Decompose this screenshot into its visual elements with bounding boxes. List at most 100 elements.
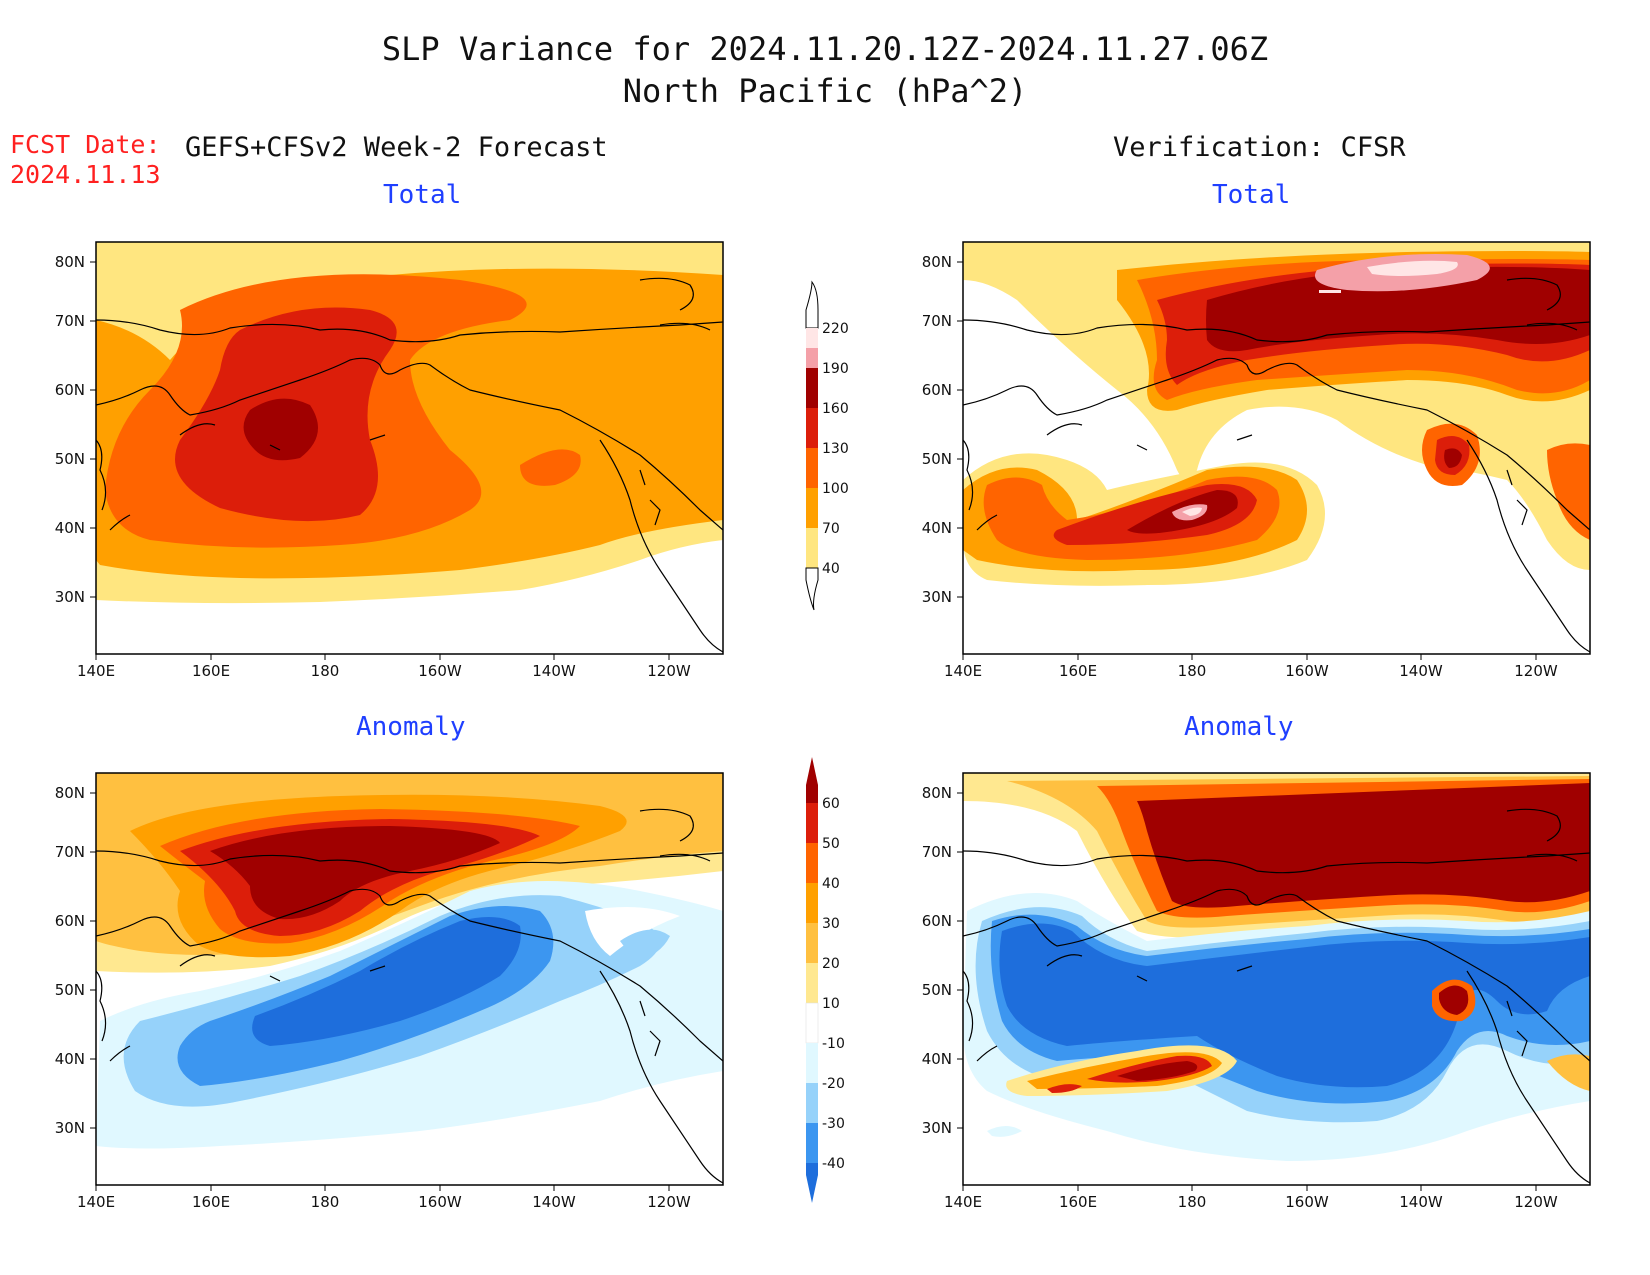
colorbar-swatch — [806, 408, 818, 448]
colorbar-swatch — [806, 923, 818, 963]
map-frame — [95, 772, 724, 1186]
colorbar-swatch — [806, 488, 818, 528]
chart-title: SLP Variance for 2024.11.20.12Z-2024.11.… — [381, 30, 1269, 68]
colorbar-label: 10 — [822, 996, 840, 1012]
lat-tick-label: 40N — [922, 1050, 952, 1068]
colorbar-swatch — [806, 1123, 818, 1163]
colorbar-label: -30 — [822, 1116, 845, 1132]
lon-axis: 140E 160E 180 160W 140W 120W — [944, 654, 1558, 680]
colorbar-swatch — [806, 528, 818, 568]
lon-tick-label: 140E — [77, 1193, 115, 1211]
colorbar-swatch — [806, 448, 818, 488]
colorbar-swatch — [806, 963, 818, 1003]
colorbar-label: 40 — [822, 876, 840, 892]
lon-tick-label: 140W — [532, 1193, 576, 1211]
coastlines — [963, 808, 1590, 1184]
lat-tick-label: 30N — [55, 588, 85, 606]
lat-tick-label: 50N — [55, 981, 85, 999]
lat-tick-label: 40N — [55, 1050, 85, 1068]
filled-contours — [96, 773, 723, 1185]
lat-tick-label: 70N — [55, 312, 85, 330]
lon-axis: 140E 160E 180 160W 140W 120W — [77, 1185, 691, 1211]
lon-tick-label: 140E — [77, 662, 115, 680]
fcst-date-value: 2024.11.13 — [10, 160, 161, 189]
colorbar-label: 60 — [822, 796, 840, 812]
verification-column-header: Verification: CFSR — [1113, 132, 1406, 163]
colorbar-label: 40 — [822, 561, 840, 577]
colorbar-anomaly-swatches — [805, 757, 819, 1203]
lon-tick-label: 120W — [1514, 662, 1558, 680]
lat-tick-label: 80N — [55, 784, 85, 802]
colorbar-label: 20 — [822, 956, 840, 972]
colorbar-total-swatches — [805, 280, 819, 611]
lon-tick-label: 180 — [311, 1193, 340, 1211]
lat-tick-label: 60N — [922, 912, 952, 930]
colorbar-label: 70 — [822, 521, 840, 537]
lat-tick-label: 50N — [922, 981, 952, 999]
lon-tick-label: 140W — [532, 662, 576, 680]
colorbar-swatch — [806, 348, 818, 368]
filled-contours — [963, 242, 1590, 654]
map-frame — [962, 241, 1591, 655]
lon-tick-label: 160E — [1059, 662, 1097, 680]
colorbar-label: 50 — [822, 836, 840, 852]
filled-contours — [96, 242, 723, 654]
colorbar-label: 100 — [822, 481, 849, 497]
fcst-date-label: FCST Date: — [10, 130, 161, 159]
lon-tick-label: 140E — [944, 662, 982, 680]
colorbar-swatch — [806, 883, 818, 923]
lat-tick-label: 40N — [55, 519, 85, 537]
lon-tick-label: 180 — [311, 662, 340, 680]
panel-title-verification-anomaly: Anomaly — [1184, 712, 1294, 742]
map-frame — [95, 241, 724, 655]
colorbar-swatch — [805, 1002, 819, 1044]
lat-tick-label: 70N — [922, 312, 952, 330]
lon-tick-label: 140E — [944, 1193, 982, 1211]
colorbar-label: -40 — [822, 1156, 845, 1172]
lat-tick-label: 30N — [922, 1119, 952, 1137]
colorbar-swatch — [806, 1043, 818, 1083]
lat-tick-label: 80N — [922, 253, 952, 271]
lon-tick-label: 160W — [1285, 662, 1329, 680]
lon-tick-label: 180 — [1178, 1193, 1207, 1211]
lat-axis: 30N 40N 50N 60N 70N 80N — [922, 253, 963, 606]
panel-title-verification-total: Total — [1212, 180, 1291, 210]
forecast-column-header: GEFS+CFSv2 Week-2 Forecast — [185, 132, 608, 163]
colorbar-label: 160 — [822, 401, 849, 417]
colorbar-total-labels: 220 190 160 130 100 70 40 — [822, 321, 849, 577]
map-panel-verification-anomaly: 30N 40N 50N 60N 70N 80N 140E 160E 180 16… — [922, 772, 1591, 1211]
lat-tick-label: 80N — [922, 784, 952, 802]
colorbar-swatch — [806, 843, 818, 883]
filled-contours — [963, 773, 1590, 1185]
lat-tick-label: 50N — [922, 450, 952, 468]
lat-axis: 30N 40N 50N 60N 70N 80N — [55, 784, 96, 1137]
lon-axis: 140E 160E 180 160W 140W 120W — [77, 654, 691, 680]
lon-tick-label: 160E — [1059, 1193, 1097, 1211]
lon-tick-label: 160W — [418, 662, 462, 680]
lon-tick-label: 120W — [1514, 1193, 1558, 1211]
lat-tick-label: 70N — [55, 843, 85, 861]
colorbar-label: -20 — [822, 1076, 845, 1092]
coastlines — [96, 808, 723, 1184]
coastlines — [96, 277, 723, 653]
colorbar-total: 220 190 160 130 100 70 40 — [805, 280, 849, 611]
lon-tick-label: 160E — [192, 1193, 230, 1211]
lat-tick-label: 50N — [55, 450, 85, 468]
map-panel-verification-total: 30N 40N 50N 60N 70N 80N 140E 160E 180 16… — [922, 241, 1591, 680]
colorbar-swatch — [806, 368, 818, 408]
lat-tick-label: 80N — [55, 253, 85, 271]
lon-tick-label: 120W — [647, 662, 691, 680]
lon-tick-label: 140W — [1399, 662, 1443, 680]
colorbar-swatch — [806, 1083, 818, 1123]
lat-tick-label: 30N — [55, 1119, 85, 1137]
colorbar-label: 30 — [822, 916, 840, 932]
lat-axis: 30N 40N 50N 60N 70N 80N — [922, 784, 963, 1137]
colorbar-label: 130 — [822, 441, 849, 457]
lat-tick-label: 30N — [922, 588, 952, 606]
panel-title-forecast-total: Total — [383, 180, 462, 210]
lon-tick-label: 120W — [647, 1193, 691, 1211]
lat-tick-label: 70N — [922, 843, 952, 861]
lon-tick-label: 180 — [1178, 662, 1207, 680]
lat-tick-label: 40N — [922, 519, 952, 537]
colorbar-anomaly: 60 50 40 30 20 10 -10 -20 -30 -40 — [805, 757, 845, 1203]
